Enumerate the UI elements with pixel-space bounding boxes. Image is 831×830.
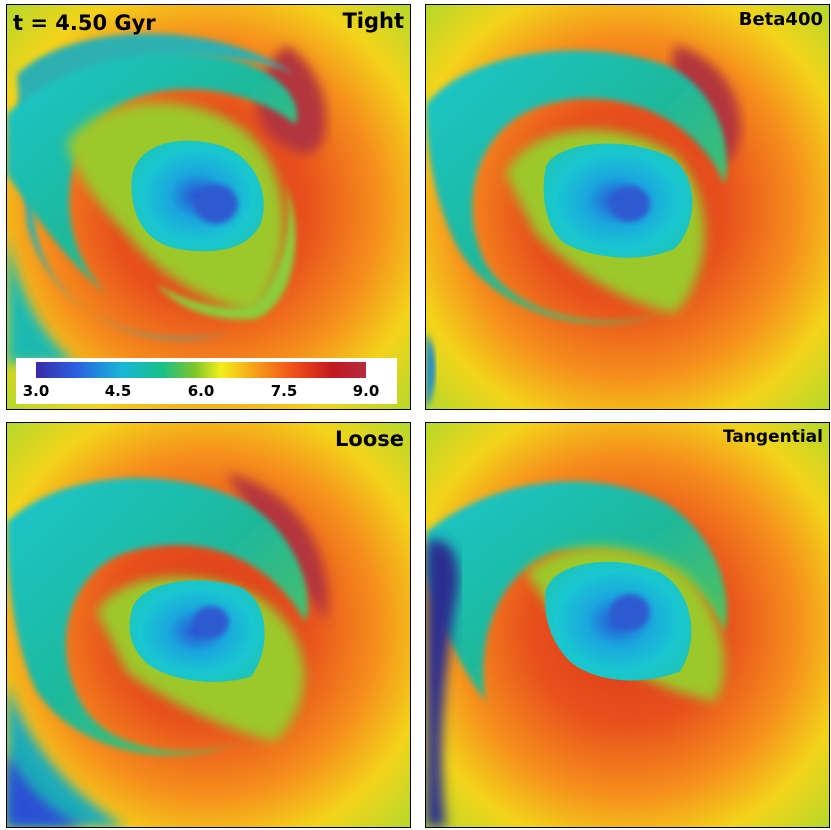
colorbar-tick: 3.0 <box>22 382 50 400</box>
colorbar-tick: 9.0 <box>352 382 380 400</box>
panel-label-beta400: Beta400 <box>738 9 823 30</box>
colorbar-tick: 7.5 <box>270 382 298 400</box>
colorbar: 3.0 4.5 6.0 7.5 9.0 <box>16 358 397 404</box>
panel-tight: t = 4.50 Gyr Tight 3.0 4.5 6.0 7.5 9.0 <box>6 4 411 410</box>
density-map-tight <box>7 5 410 409</box>
panel-label-loose: Loose <box>335 427 404 451</box>
panel-beta400: Beta400 <box>425 4 830 410</box>
density-map-loose <box>7 423 410 827</box>
panel-tangential: Tangential <box>425 422 830 828</box>
density-map-tangential <box>426 423 829 827</box>
panel-label-tangential: Tangential <box>722 427 823 447</box>
panel-label-tight: Tight <box>342 9 404 33</box>
colorbar-gradient <box>36 362 366 378</box>
density-map-beta400 <box>426 5 829 409</box>
colorbar-tick: 6.0 <box>187 382 215 400</box>
colorbar-tick: 4.5 <box>104 382 132 400</box>
panel-loose: Loose <box>6 422 411 828</box>
time-label: t = 4.50 Gyr <box>13 11 156 35</box>
